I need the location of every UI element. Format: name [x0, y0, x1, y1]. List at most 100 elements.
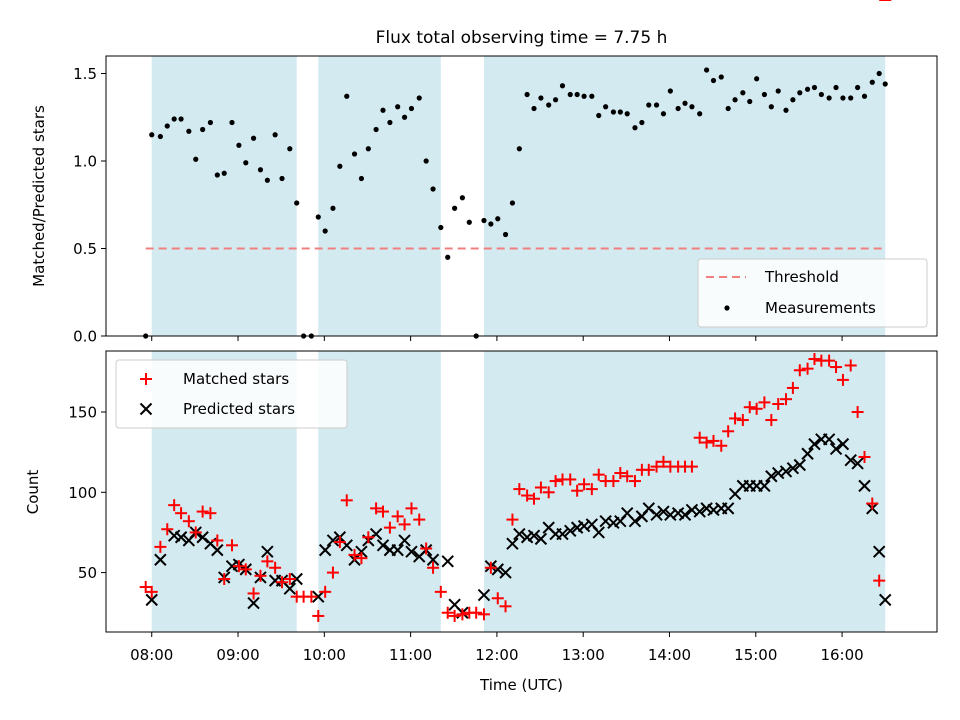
matched-stars-point [196, 505, 209, 518]
matched-stars-point [405, 502, 418, 515]
predicted-stars-point [247, 596, 260, 610]
measurement-point [459, 195, 465, 201]
predicted-stars-point [786, 462, 800, 475]
x-axis-label: Time (UTC) [479, 676, 563, 694]
matched-stars-point [477, 608, 490, 621]
measurement-point [387, 119, 393, 126]
measurement-point [710, 77, 717, 84]
matched-stars-point [836, 373, 849, 386]
measurement-point [797, 90, 803, 96]
predicted-stars-point [678, 508, 692, 521]
measurement-point [351, 151, 358, 157]
measurement-point [697, 111, 703, 117]
predicted-stars-point [808, 437, 821, 451]
measurement-point [178, 116, 184, 122]
matched-stars-point [707, 434, 720, 447]
matched-stars-point [254, 569, 267, 582]
top-y-tick-label: 0.0 [73, 328, 97, 346]
observing-window-1 [151, 56, 297, 336]
matched-stars-point [175, 507, 188, 520]
predicted-stars-point [650, 508, 663, 521]
predicted-stars-point [391, 543, 404, 557]
predicted-stars-point [326, 534, 340, 547]
measurement-point [624, 111, 630, 117]
predicted-stars-point [836, 437, 850, 451]
matched-stars-point [506, 513, 519, 526]
predicted-stars-point [872, 545, 886, 558]
measurement-point [395, 104, 401, 110]
matched-stars-point [305, 590, 318, 603]
measurement-point [452, 205, 458, 211]
measurement-points [143, 67, 888, 339]
measurement-point [848, 95, 854, 101]
predicted-stars-point [405, 545, 418, 558]
measurement-point [430, 186, 436, 192]
measurement-point [790, 97, 796, 103]
measurement-point [236, 142, 242, 148]
predicted-stars-point [765, 470, 778, 483]
predicted-stars-point [793, 458, 807, 472]
x-tick-label: 14:00 [648, 646, 691, 664]
matched-stars-point [621, 470, 634, 483]
measurement-point [408, 105, 415, 112]
predicted-stars-point [534, 532, 548, 546]
predicted-stars-point [779, 465, 793, 478]
bottom-x-axis: 08:00 09:00 10:00 11:00 12:00 13:00 14:00 15:00… [130, 632, 864, 664]
measurement-point [330, 205, 336, 211]
matched-legend-label: Matched stars [183, 370, 289, 388]
matched-stars-point [484, 561, 497, 574]
matched-stars-point [772, 397, 785, 410]
measurement-point [775, 88, 781, 94]
measurement-point [754, 76, 760, 82]
measurement-point [481, 217, 487, 224]
top-y-tick-label: 0.5 [73, 240, 97, 258]
matched-stars-point [844, 359, 857, 372]
matched-stars-point [420, 542, 433, 555]
predicted-stars-point [398, 534, 411, 547]
measurement-point [675, 105, 681, 112]
matched-stars-point [700, 436, 713, 449]
x-tick-label: 08:00 [130, 646, 173, 664]
matched-stars-point [793, 364, 806, 377]
matched-stars-point [571, 484, 584, 497]
matched-stars-point [470, 606, 483, 619]
matched-stars-point [830, 361, 843, 374]
measurement-point [725, 105, 731, 112]
measurement-point [818, 91, 824, 98]
matched-stars-point [650, 460, 663, 473]
predicted-stars-point [858, 479, 871, 493]
measurement-point [718, 74, 724, 80]
predicted-legend-marker [139, 402, 153, 416]
measurement-point [833, 84, 839, 91]
matched-stars-point [348, 548, 361, 561]
measurement-point [516, 146, 522, 152]
matched-stars-point [161, 523, 174, 536]
predicted-stars-point [844, 453, 857, 467]
matched-stars-point [750, 402, 763, 415]
top-y-axis-label: Matched/Predicted stars [30, 105, 48, 287]
matched-stars-point [232, 560, 245, 573]
predicted-stars-point [441, 555, 454, 568]
predicted-stars-point [527, 529, 541, 542]
measurement-point [509, 200, 516, 206]
predicted-stars-point [290, 572, 303, 586]
x-tick-label: 11:00 [389, 646, 432, 664]
predicted-stars-point [879, 593, 892, 607]
matched-stars-point [693, 431, 706, 444]
matched-stars-point [391, 510, 404, 523]
predicted-stars-point [145, 593, 158, 607]
matched-stars-point [858, 450, 871, 463]
predicted-stars-point [477, 588, 491, 602]
measurement-point [581, 93, 587, 99]
measurements-legend-swatch [724, 305, 730, 311]
measurement-point [682, 100, 688, 106]
predicted-stars-point [312, 590, 325, 603]
measurement-point [149, 132, 155, 138]
measurement-point [768, 104, 774, 110]
measurement-point [502, 231, 509, 238]
matched-stars-point [283, 573, 296, 586]
matched-stars-point [823, 354, 836, 367]
predicted-legend-label: Predicted stars [183, 400, 295, 418]
measurement-point [840, 95, 846, 101]
matched-stars-point [355, 552, 368, 565]
